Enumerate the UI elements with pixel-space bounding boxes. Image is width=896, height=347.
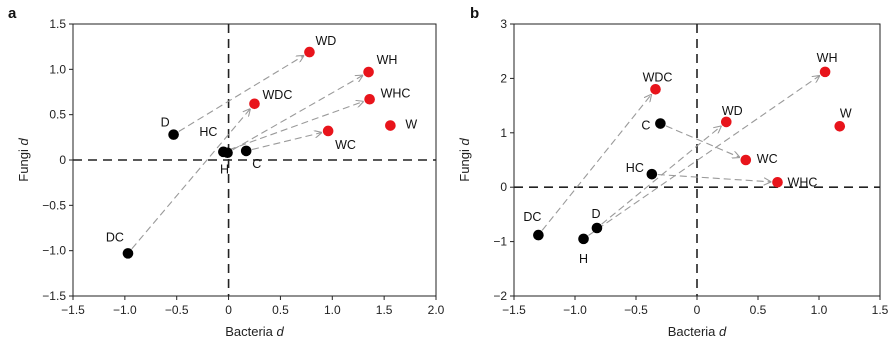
point-label-WC-a: WC [335,138,356,152]
x-tick-label-a: 2.0 [428,303,445,317]
point-label-WH-a: WH [377,53,398,67]
point-label-H-a: H [220,163,229,177]
point-D-a [168,129,179,140]
point-label-WC-b: WC [757,152,778,166]
point-label-D-a: D [161,116,170,130]
point-WC-b [740,154,752,166]
arrow-H-to-WH-a [232,76,363,151]
x-tick-label-a: 0 [225,303,232,317]
point-WHC-b [772,177,783,188]
arrow-C-to-WC-a [251,133,321,151]
point-DC-b [533,229,544,241]
point-WDC-b [650,83,661,95]
y-tick-label-a: 0 [59,153,66,167]
y-tick-label-b: 0 [500,180,507,194]
point-WHC-a [364,93,375,105]
point-WD-a [304,46,315,58]
point-WC-a [322,125,334,137]
y-tick-label-a: −0.5 [42,198,66,212]
point-label-WDC-a: WDC [263,88,293,102]
y-axis-label-a: Fungi d [16,138,31,182]
point-H-b [578,233,589,245]
point-DC-a [122,248,134,259]
x-tick-label-b: 0.5 [750,303,767,317]
point-label-C-a: C [252,157,261,171]
panel-label-b: b [470,5,479,22]
point-WH-b [819,66,831,78]
y-tick-label-a: 1.0 [49,62,66,76]
y-tick-label-a: −1.0 [42,244,66,258]
point-label-WH-b: WH [817,51,838,65]
x-tick-label-b: 1.0 [811,303,828,317]
x-tick-label-b: −1.0 [563,303,587,317]
point-label-W-b: W [840,106,852,120]
point-label-WHC-b: WHC [788,175,818,189]
x-tick-label-b: 0 [694,303,701,317]
y-tick-label-b: −1 [493,235,507,249]
point-D-b [591,222,603,234]
arrow-H-to-WH-b [588,76,819,236]
point-W-b [834,120,846,132]
arrow-D-to-WD-a [178,56,304,132]
arrow-C-to-WC-b [665,125,739,157]
point-W-a [385,120,396,131]
x-tick-label-b: 1.5 [872,303,889,317]
x-tick-label-a: −0.5 [165,303,189,317]
point-label-WD-a: WD [315,34,336,48]
point-label-H-b: H [579,252,588,266]
point-HC-b [646,168,658,180]
y-tick-label-b: 2 [500,71,507,85]
x-axis-label-a: Bacteria d [225,324,284,339]
x-tick-label-a: 1.0 [324,303,341,317]
point-label-DC-b: DC [523,210,541,224]
x-tick-label-a: −1.5 [61,303,85,317]
arrow-HC-to-WHC-b [657,173,771,182]
y-tick-label-b: 3 [500,17,507,31]
point-label-W-a: W [405,118,417,132]
x-tick-label-a: 1.5 [376,303,393,317]
point-label-WDC-b: WDC [643,70,673,84]
point-label-C-b: C [641,119,650,133]
point-label-DC-a: DC [106,230,124,244]
y-tick-label-a: 1.5 [49,17,66,31]
point-label-WD-b: WD [722,104,743,118]
arrow-HC-to-WHC-a [228,102,363,151]
point-H-a [222,147,233,159]
arrow-DC-to-WDC-b [541,95,651,231]
y-tick-label-b: −2 [493,289,507,303]
panel-label-a: a [8,5,17,22]
x-tick-label-a: −1.0 [113,303,137,317]
x-tick-label-a: 0.5 [272,303,289,317]
y-tick-label-a: −1.5 [42,289,66,303]
point-C-b [655,118,666,129]
point-C-a [240,145,252,157]
arrow-DC-to-WDC-a [131,109,250,250]
point-label-D-b: D [591,207,600,221]
y-tick-label-b: 1 [500,126,507,140]
point-label-HC-b: HC [626,161,644,175]
y-axis-label-b: Fungi d [457,138,472,182]
point-WDC-a [249,98,260,110]
point-WD-b [720,116,732,128]
x-tick-label-b: −0.5 [624,303,648,317]
point-WH-a [363,66,374,78]
x-tick-label-b: −1.5 [502,303,526,317]
point-label-HC-a: HC [199,125,217,139]
x-axis-label-b: Bacteria d [668,324,727,339]
y-tick-label-a: 0.5 [49,108,66,122]
point-label-WHC-a: WHC [381,86,411,100]
